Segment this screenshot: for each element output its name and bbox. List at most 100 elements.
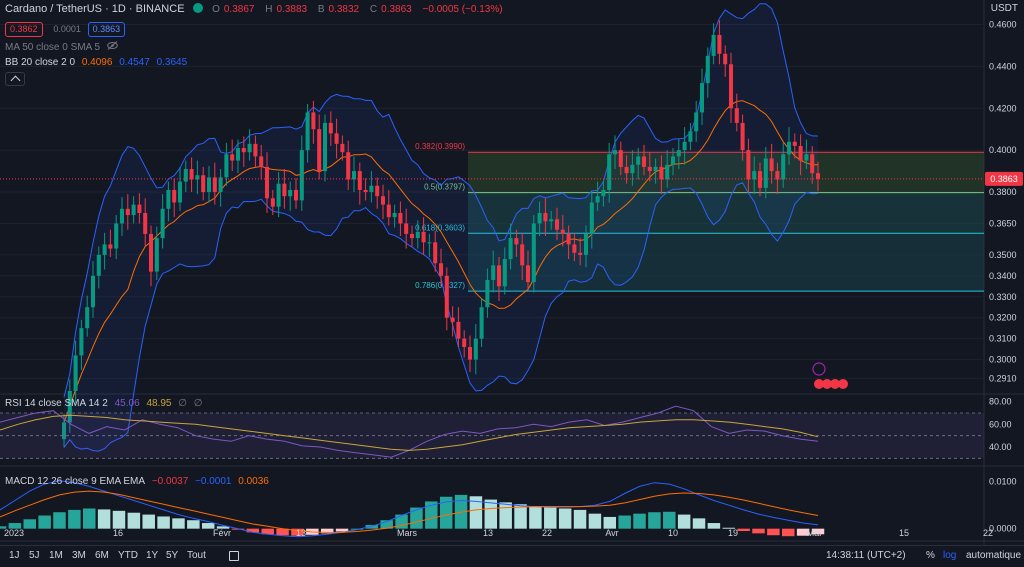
macd-histogram-bar [737, 528, 750, 532]
collapse-legend-button[interactable] [5, 72, 25, 86]
bollinger-upper-line [63, 3, 819, 398]
rsi-value: 45.06 [114, 398, 140, 409]
candle-body [61, 422, 67, 440]
timeframe-6m[interactable]: 6M [95, 550, 109, 561]
time-axis-label: Mars [397, 528, 417, 538]
macd-line [0, 480, 819, 538]
ma-legend[interactable]: MA 50 close 0 SMA 5 [5, 41, 122, 53]
candle-body [717, 34, 722, 54]
timeframe-tout[interactable]: Tout [187, 550, 206, 561]
candle-body [288, 189, 293, 197]
timeframe-3m[interactable]: 3M [72, 550, 86, 561]
last-price-tag [985, 171, 1023, 186]
candle-body [282, 183, 287, 197]
percent-toggle[interactable]: % [926, 550, 935, 561]
trade-buttons: 0.3862 0.0001 0.3863 [5, 22, 129, 37]
macd-histogram-bar [588, 513, 602, 529]
macd-histogram-bar [157, 516, 170, 529]
macd-histogram-bar [663, 511, 676, 529]
macd-histogram-bar [573, 509, 587, 529]
timeframe-5j[interactable]: 5J [29, 550, 40, 561]
macd-histogram-bar [97, 509, 111, 529]
rsi-series-line [0, 414, 819, 451]
candle-body [723, 53, 728, 65]
candle-body [270, 198, 275, 207]
price-tick-label: 0.3400 [989, 271, 1017, 281]
candle-body [334, 133, 339, 144]
candle-body [607, 154, 612, 190]
candle-body [578, 252, 583, 255]
timeframe-1j[interactable]: 1J [9, 550, 20, 561]
currency-label[interactable]: USDT [990, 3, 1018, 14]
macd-legend[interactable]: MACD 12 26 close 9 EMA EMA −0.0037 −0.00… [5, 476, 273, 487]
macd-histogram-bar [484, 499, 498, 529]
fib-level-label: 0.618(0.3603) [415, 223, 465, 232]
candle-body [682, 141, 687, 151]
candle-body [810, 154, 815, 174]
candle-body [456, 321, 461, 339]
candle-body [253, 143, 258, 157]
candle-body [659, 166, 664, 180]
candle-body [647, 166, 652, 172]
candle-body [514, 238, 519, 245]
macd-histogram-bar [677, 514, 691, 529]
price-tick-label: 0.3800 [989, 187, 1017, 197]
sell-button[interactable]: 0.3862 [5, 22, 43, 37]
macd-histogram-bar [648, 512, 661, 529]
macd-histogram-bar [439, 496, 453, 529]
candle-body [299, 150, 304, 201]
macd-histogram-bar [216, 526, 230, 529]
candle-body [340, 143, 345, 153]
candle-body [688, 131, 693, 142]
eye-off-icon[interactable] [107, 41, 118, 53]
ohlc-high: H 0.3883 [265, 4, 308, 15]
buy-button[interactable]: 0.3863 [87, 22, 126, 37]
bottom-toolbar: 1J 5J 1M 3M 6M YTD 1Y 5Y Tout 14:38:11 (UTC+2) %… [0, 545, 1024, 567]
timeframe-1y[interactable]: 1Y [146, 550, 159, 561]
candle-body [670, 156, 676, 165]
candle-body [520, 244, 525, 266]
symbol-title[interactable]: Cardano / TetherUS · 1D · BINANCE [5, 3, 185, 15]
candle-body [67, 391, 72, 423]
candle-body [369, 185, 374, 193]
candle-body [595, 196, 600, 203]
candle-body [114, 223, 119, 249]
market-status-icon [193, 3, 204, 13]
bb-upper-value: 0.4547 [119, 57, 150, 68]
candle-body [311, 112, 316, 130]
clock-display[interactable]: 14:38:11 (UTC+2) [826, 550, 906, 561]
rsi-legend[interactable]: RSI 14 close SMA 14 2 45.06 48.95 ∅ ∅ [5, 398, 206, 409]
symbol-legend: Cardano / TetherUS · 1D · BINANCE O 0.386… [5, 3, 507, 15]
macd-histogram-bar [127, 512, 141, 529]
time-axis-label: Avr [605, 528, 618, 538]
time-axis-label: Févr [213, 528, 231, 538]
calendar-range-icon[interactable] [229, 551, 239, 561]
log-toggle[interactable]: log [943, 550, 957, 561]
timeframe-ytd[interactable]: YTD [118, 550, 138, 561]
price-tick-label: 0.4400 [989, 61, 1017, 71]
auto-scale-toggle[interactable]: automatique [966, 550, 1022, 561]
candle-body [485, 279, 490, 308]
ohlc-low: B 0.3832 [317, 4, 360, 15]
time-axis-label: 2023 [4, 528, 24, 538]
macd-histogram-bar [544, 507, 557, 529]
candle-body [786, 141, 792, 155]
candle-body [317, 129, 322, 172]
rsi-tick-label: 80.00 [989, 397, 1012, 407]
macd-histogram-bar [529, 506, 542, 529]
timeframe-1m[interactable]: 1M [49, 550, 63, 561]
candle-body [792, 141, 797, 146]
bb-label: BB 20 close 2 0 [5, 57, 76, 68]
timeframe-5y[interactable]: 5Y [166, 550, 179, 561]
bb-legend[interactable]: BB 20 close 2 0 0.4096 0.4547 0.3645 [5, 57, 191, 68]
candle-body [363, 189, 368, 193]
rsi-sma-value: 48.95 [146, 398, 172, 409]
candle-body [73, 355, 78, 391]
time-axis-label: 22 [983, 528, 993, 538]
candle-body [351, 171, 357, 180]
time-axis-label: 22 [542, 528, 552, 538]
candle-body [247, 143, 252, 153]
lightning-event-icon [812, 362, 826, 376]
candle-body [346, 152, 351, 180]
